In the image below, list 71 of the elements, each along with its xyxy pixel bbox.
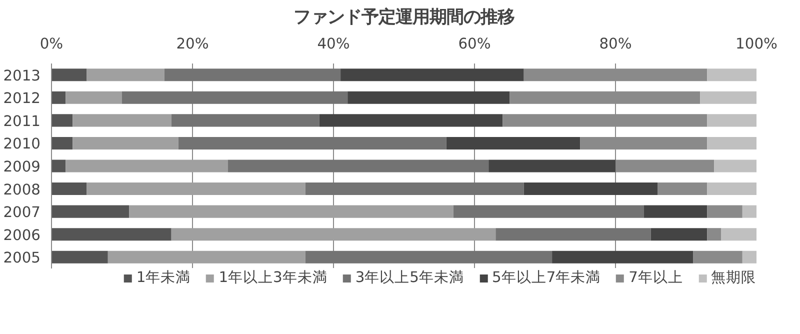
y-tick-label: 2012 [3, 90, 41, 108]
bar [742, 250, 756, 264]
legend-label: 7年以上 [628, 268, 683, 287]
legend-label: 5年以上7年未満 [492, 268, 601, 287]
legend-label: 無期限 [711, 268, 756, 287]
bar [66, 91, 122, 104]
bar [52, 182, 87, 196]
bar [86, 68, 164, 82]
y-tick-label: 2007 [3, 204, 41, 222]
y-tick-label: 2011 [3, 112, 41, 130]
bar [66, 160, 228, 172]
bar [707, 228, 722, 241]
bar [707, 182, 756, 196]
bar [446, 136, 580, 150]
bar [707, 136, 756, 150]
legend-label: 1年以上3年未満 [218, 268, 328, 287]
bar [305, 250, 552, 264]
bar [122, 91, 348, 104]
y-tick-label: 2005 [3, 250, 41, 267]
bar [693, 250, 742, 264]
x-tick-label: 40% [317, 36, 350, 52]
y-tick-label: 2010 [3, 136, 41, 153]
bar [129, 205, 454, 218]
y-tick-label: 2013 [3, 67, 41, 84]
bar [721, 228, 756, 241]
bar [644, 205, 708, 218]
bar [52, 68, 87, 82]
bar [496, 228, 651, 241]
bar [319, 114, 503, 127]
x-tick-label: 60% [458, 36, 491, 52]
bar [52, 91, 66, 104]
bar [453, 205, 644, 218]
x-tick-label: 100% [736, 36, 778, 52]
bar [108, 250, 306, 264]
bar [305, 182, 524, 196]
bar [707, 205, 742, 218]
bar [658, 182, 708, 196]
y-tick-label: 2009 [3, 158, 41, 176]
bar [228, 160, 489, 172]
x-tick-label: 80% [599, 36, 632, 52]
bar [72, 114, 172, 127]
y-tick-label: 2006 [3, 226, 41, 244]
bar [348, 91, 510, 104]
legend-label: 1年未満 [136, 268, 191, 287]
bar [552, 250, 694, 264]
bar [707, 114, 756, 127]
bar [164, 68, 341, 82]
bar [178, 136, 446, 150]
chart-title: ファンド予定運用期間の推移 [294, 8, 514, 28]
bar [524, 182, 658, 196]
bar [52, 160, 66, 172]
bar [86, 182, 306, 196]
bar [171, 228, 496, 241]
bar [707, 68, 756, 82]
bar [52, 114, 73, 127]
bar [488, 160, 616, 172]
bar [340, 68, 524, 82]
bar [72, 136, 178, 150]
y-tick-label: 2008 [3, 181, 41, 198]
legend-label: 3年以上5年未満 [355, 268, 464, 287]
bar [650, 228, 708, 241]
bar [52, 136, 73, 150]
x-tick-label: 0% [40, 36, 64, 52]
bar [52, 250, 108, 264]
bar [52, 228, 172, 241]
bar [714, 160, 756, 172]
bar [700, 91, 756, 104]
bar [52, 205, 130, 218]
x-tick-label: 20% [176, 36, 209, 52]
bar [742, 205, 756, 218]
bar [171, 114, 320, 127]
